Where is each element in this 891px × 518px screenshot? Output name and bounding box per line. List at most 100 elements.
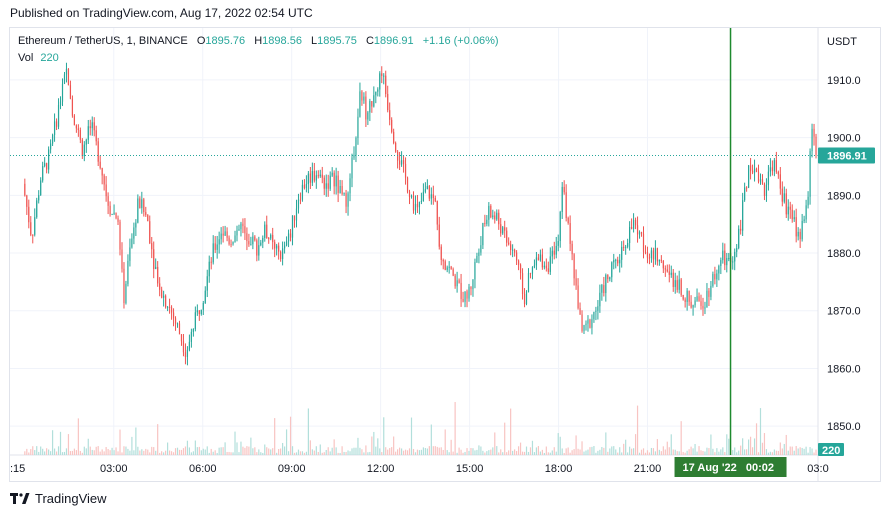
volume-bar [127, 448, 129, 455]
candle-body [809, 151, 811, 197]
volume-bar [131, 436, 133, 455]
candle-body [321, 174, 323, 178]
volume-bar [442, 449, 444, 455]
volume-bar [34, 450, 36, 455]
volume-bar [611, 446, 613, 455]
candle-body [767, 171, 770, 185]
candle-body [599, 292, 601, 307]
volume-bar [545, 446, 547, 455]
candle-body [410, 195, 413, 197]
volume-bar [543, 452, 545, 455]
candle-body [91, 122, 93, 129]
volume-bar [589, 447, 591, 455]
volume-bar [147, 449, 149, 455]
volume-bar [93, 450, 95, 455]
volume-bar [291, 446, 294, 455]
volume-bar [746, 449, 748, 455]
volume-bar [621, 452, 623, 455]
volume-bar [297, 449, 300, 455]
candle-body [803, 219, 805, 222]
candle-body [198, 310, 200, 315]
volume-bar [379, 448, 381, 455]
candle-body [815, 136, 817, 155]
candle-body [48, 149, 50, 170]
volume-bar [482, 450, 484, 455]
volume-bar [541, 449, 543, 455]
volume-bar [385, 447, 387, 455]
volume-bar [674, 449, 676, 455]
candle-body [478, 252, 480, 257]
candle-body [593, 311, 595, 320]
volume-bar [432, 446, 434, 455]
volume-bar [478, 445, 480, 455]
volume-bar [619, 447, 621, 455]
candle-body [446, 267, 448, 270]
volume-bar [77, 418, 79, 455]
volume-bar [399, 447, 401, 455]
volume-bar [418, 450, 421, 455]
candle-body [646, 252, 649, 258]
candle-body [658, 259, 660, 262]
volume-bar [248, 446, 250, 455]
volume-bar [480, 446, 482, 455]
volume-bar [323, 452, 325, 455]
candle-body [581, 314, 583, 331]
volume-bar [434, 446, 436, 455]
volume-bar [133, 450, 135, 455]
volume-bar [71, 450, 74, 455]
candle-body [537, 257, 540, 261]
candle-body [26, 195, 28, 207]
candle-body [135, 222, 137, 228]
time-tick-label: 03:0 [807, 463, 828, 475]
candle-body [325, 183, 327, 189]
volume-bar [692, 448, 694, 455]
candle-body [272, 234, 274, 243]
volume-bar [690, 446, 692, 455]
volume-bar [280, 448, 282, 455]
candle-body [274, 242, 276, 249]
candle-body [434, 197, 436, 202]
volume-bar [529, 447, 532, 455]
volume-bar [319, 444, 321, 455]
volume-bar [321, 452, 323, 455]
candle-body [704, 307, 706, 309]
candle-body [268, 238, 270, 240]
candle-body [684, 299, 686, 302]
volume-bar [426, 448, 428, 455]
tradingview-footer[interactable]: TradingView [10, 491, 107, 506]
candle-body [706, 290, 708, 308]
candle-body [543, 265, 545, 268]
candle-body [559, 211, 561, 242]
candle-body [383, 75, 385, 77]
volume-bar [565, 448, 567, 455]
candle-body [359, 91, 361, 117]
volume-bar [145, 448, 147, 455]
chart-frame[interactable] [9, 27, 881, 482]
volume-bar [704, 451, 706, 455]
volume-bar [650, 447, 653, 455]
volume-bar [329, 451, 331, 455]
candle-body [260, 242, 262, 246]
candle-body [668, 271, 670, 275]
candle-body [184, 352, 187, 357]
candle-body [244, 226, 246, 234]
volume-bar [801, 447, 803, 455]
volume-bar [458, 447, 460, 455]
candle-body [238, 229, 240, 231]
volume-bar [129, 450, 131, 455]
candle-body [432, 194, 434, 198]
candle-body [545, 265, 547, 269]
volume-bar [161, 451, 163, 455]
volume-bar [720, 449, 722, 455]
candle-body [139, 198, 141, 209]
candle-body [109, 205, 111, 215]
volume-bar [163, 452, 165, 455]
volume-bar [119, 429, 121, 455]
volume-bar [706, 447, 708, 455]
candle-body [194, 312, 196, 330]
time-tick-label: 03:00 [100, 463, 128, 475]
volume-bar [716, 448, 718, 455]
volume-bar [571, 450, 573, 455]
candle-body [797, 231, 799, 237]
